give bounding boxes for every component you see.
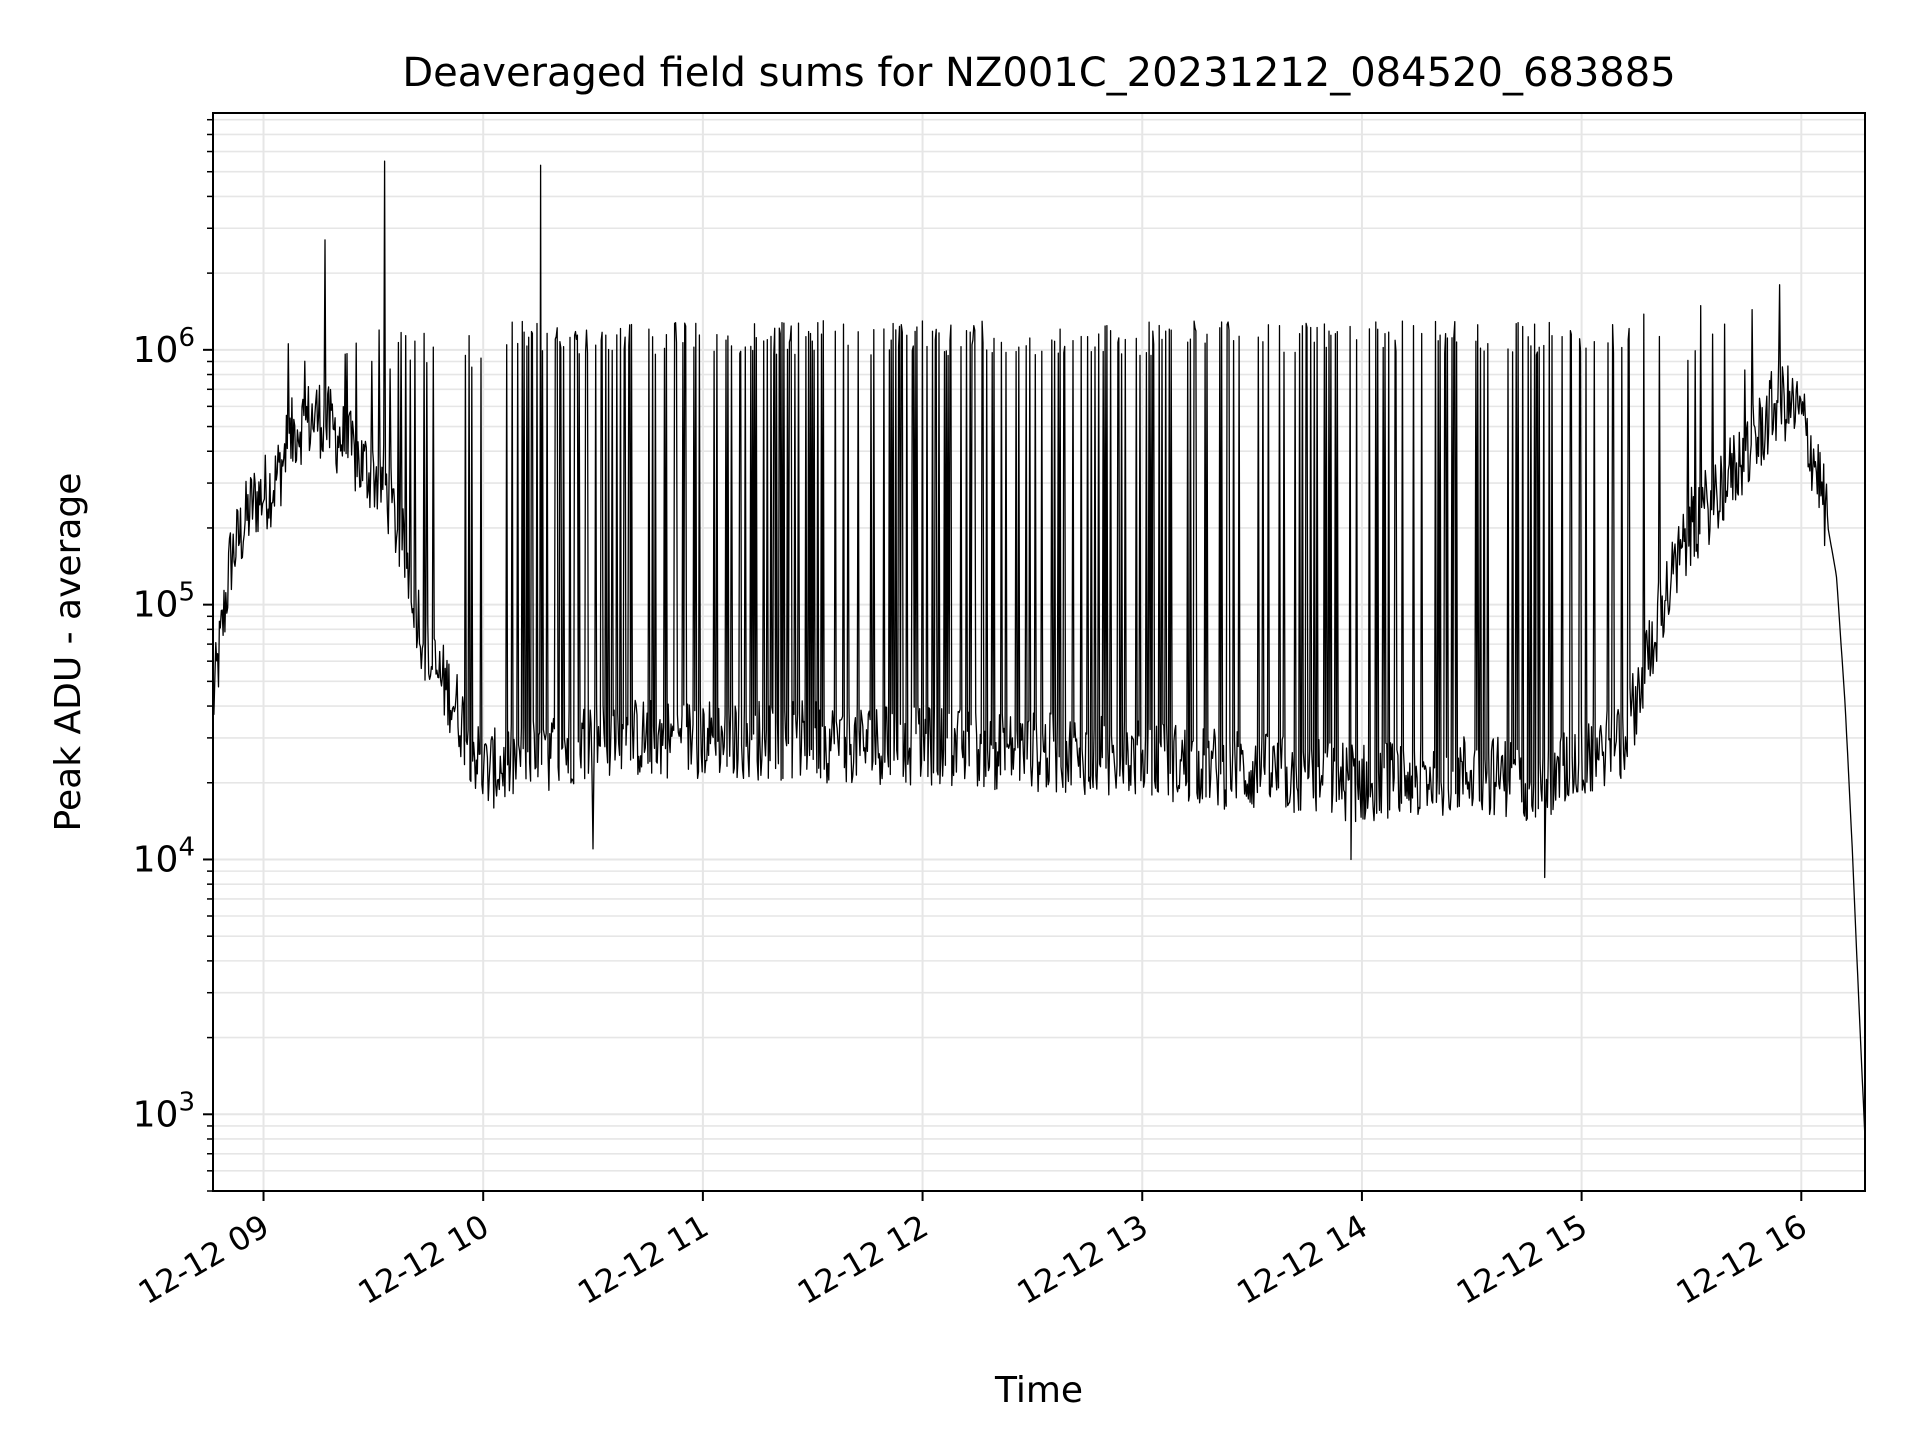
- series-layer: [212, 160, 1866, 1140]
- y-tick-label: 106: [133, 323, 195, 371]
- y-axis-ticks: 103 104 105 106: [133, 118, 213, 1192]
- x-axis-label: Time: [994, 1370, 1083, 1411]
- grid-major-lines: [213, 113, 1865, 1191]
- y-tick-label: 105: [133, 578, 195, 626]
- data-series-line: [212, 160, 1866, 1140]
- y-axis-label: Peak ADU - average: [48, 473, 89, 832]
- y-tick-label: 103: [133, 1087, 195, 1135]
- chart-title: Deaveraged field sums for NZ001C_2023121…: [402, 50, 1675, 96]
- y-tick-label: 104: [133, 832, 195, 880]
- plot-frame: [212, 112, 1866, 1192]
